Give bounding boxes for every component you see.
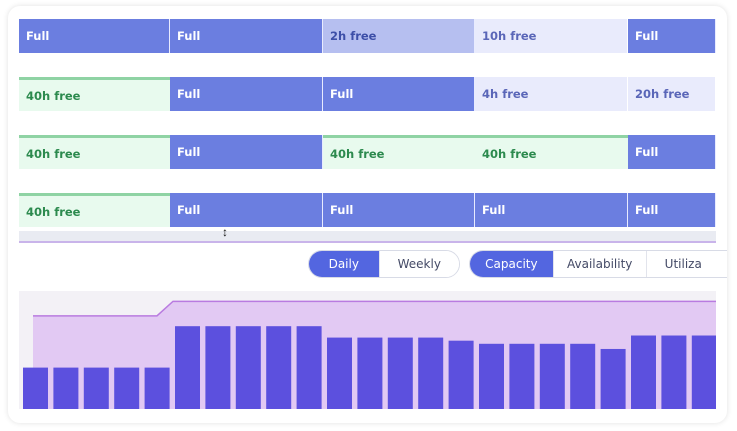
schedule-cell[interactable]: 40h free: [19, 135, 170, 169]
chart-bar[interactable]: [114, 367, 140, 409]
schedule-cell[interactable]: 40h free: [475, 135, 628, 169]
chart-bar[interactable]: [387, 337, 413, 409]
chart-bar[interactable]: [600, 348, 626, 409]
schedule-cell[interactable]: Full: [628, 193, 716, 227]
availability-button[interactable]: Availability: [553, 251, 647, 277]
utilization-button[interactable]: Utiliza: [646, 251, 727, 277]
chart-bar[interactable]: [570, 343, 596, 409]
chart-bar[interactable]: [539, 343, 565, 409]
schedule-cell[interactable]: Full: [628, 19, 716, 53]
schedule-cell[interactable]: Full: [170, 135, 323, 169]
chart-bar[interactable]: [83, 367, 109, 409]
metric-toggle: Capacity Availability Utiliza: [469, 250, 727, 278]
schedule-cell[interactable]: Full: [475, 193, 628, 227]
schedule-cell[interactable]: 40h free: [323, 135, 475, 169]
chart-bar[interactable]: [691, 335, 716, 409]
schedule-cell[interactable]: 40h free: [19, 77, 170, 111]
weekly-button[interactable]: Weekly: [379, 251, 459, 277]
schedule-cell[interactable]: 40h free: [19, 193, 170, 227]
grid-scrollbar[interactable]: [19, 231, 716, 243]
chart-bar[interactable]: [205, 326, 231, 409]
schedule-cell[interactable]: Full: [170, 77, 323, 111]
daily-button[interactable]: Daily: [309, 251, 380, 277]
resize-vertical-icon[interactable]: ↕: [222, 225, 228, 239]
chart-bar[interactable]: [144, 367, 170, 409]
capacity-line: [33, 300, 716, 317]
chart-bar[interactable]: [175, 326, 200, 409]
schedule-cell[interactable]: 4h free: [475, 77, 628, 111]
schedule-cell[interactable]: Full: [170, 19, 323, 53]
chart-bar[interactable]: [266, 326, 292, 409]
chart-bar[interactable]: [23, 367, 48, 409]
chart-bar[interactable]: [448, 340, 474, 409]
schedule-cell[interactable]: Full: [323, 77, 475, 111]
chart-bar[interactable]: [661, 335, 687, 409]
schedule-cell[interactable]: 20h free: [628, 77, 716, 111]
schedule-cell[interactable]: 10h free: [475, 19, 628, 53]
chart-bar[interactable]: [631, 335, 656, 409]
schedule-cell[interactable]: Full: [628, 135, 716, 169]
chart-bar[interactable]: [418, 337, 444, 409]
chart-bar[interactable]: [296, 326, 322, 409]
period-toggle: Daily Weekly: [308, 250, 460, 278]
chart-bar[interactable]: [235, 326, 261, 409]
capacity-button[interactable]: Capacity: [470, 251, 554, 277]
schedule-cell[interactable]: Full: [19, 19, 170, 53]
chart-bar[interactable]: [479, 343, 504, 409]
capacity-chart: [19, 291, 716, 409]
chart-bar[interactable]: [509, 343, 535, 409]
chart-plot: [23, 300, 716, 409]
schedule-cell[interactable]: Full: [170, 193, 323, 227]
schedule-cell[interactable]: Full: [323, 193, 475, 227]
resource-planner: Full Full 2h free 10h free Full 40h free Full F…: [8, 6, 727, 423]
chart-bar[interactable]: [357, 337, 383, 409]
chart-bar[interactable]: [327, 337, 352, 409]
chart-bar[interactable]: [53, 367, 79, 409]
schedule-cell[interactable]: 2h free: [323, 19, 475, 53]
